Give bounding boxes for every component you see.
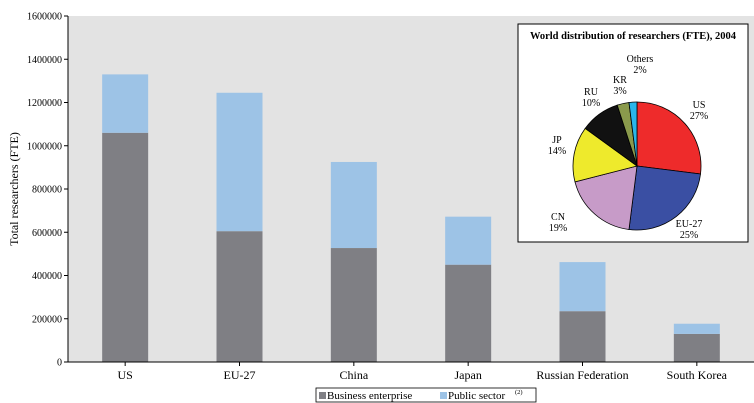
y-tick-label: 1600000 — [27, 12, 62, 23]
pie-label-us: US — [693, 100, 706, 111]
x-tick-label: EU-27 — [224, 368, 256, 382]
pie-label-others: Others — [627, 54, 654, 65]
pie-percent-ru: 10% — [582, 98, 600, 109]
pie-slice-cn — [574, 165, 638, 230]
y-tick-label: 1200000 — [27, 98, 62, 109]
pie-label-kr: KR — [613, 75, 627, 86]
legend-swatch-public — [440, 392, 447, 399]
bar-business-enterprise — [673, 333, 720, 362]
pie-percent-others: 2% — [633, 65, 646, 76]
bar-public-sector — [673, 323, 720, 334]
pie-label-eu-27: EU-27 — [676, 219, 703, 230]
legend-label-business: Business enterprise — [327, 390, 412, 402]
bar-business-enterprise — [102, 132, 149, 362]
x-tick-label: Japan — [455, 368, 482, 382]
x-labels: US EU-27 China Japan Russian Federation South… — [117, 362, 728, 382]
y-tick-label: 200000 — [32, 314, 62, 325]
pie-percent-eu-27: 25% — [680, 230, 698, 241]
pie-label-jp: JP — [552, 135, 562, 146]
x-tick-label: South Korea — [667, 368, 728, 382]
bar-business-enterprise — [445, 264, 492, 362]
bar-public-sector — [445, 216, 492, 265]
legend-label-public: Public sector — [448, 390, 505, 402]
pie-percent-cn: 19% — [549, 223, 567, 234]
legend-superscript-public: (2) — [515, 389, 523, 396]
pie-label-cn: CN — [551, 212, 565, 223]
bar-business-enterprise — [330, 248, 377, 362]
legend: Business enterprise Public sector (2) — [315, 387, 537, 403]
y-tick-label: 1000000 — [27, 141, 62, 152]
pie-percent-kr: 3% — [613, 86, 626, 97]
inset-pie-panel: World distribution of researchers (FTE),… — [517, 23, 749, 243]
bar-public-sector — [102, 74, 149, 133]
pie-slice-jp — [572, 127, 638, 183]
y-tick-label: 800000 — [32, 185, 62, 196]
y-tick-label: 600000 — [32, 228, 62, 239]
pie-percent-jp: 14% — [548, 146, 566, 157]
y-tick-label: 1400000 — [27, 55, 62, 66]
pie-label-ru: RU — [584, 87, 599, 98]
legend-box — [315, 387, 537, 403]
pie-slice-eu-27 — [628, 165, 701, 231]
y-ticks: 0 200000 400000 600000 800000 1000000 1200000 1… — [27, 12, 68, 369]
bar-public-sector — [330, 161, 377, 249]
bars — [102, 74, 720, 362]
legend-swatch-business — [319, 392, 326, 399]
pie-slice-others — [628, 101, 638, 167]
y-axis-label: Total researchers (FTE) — [7, 132, 21, 246]
y-tick-label: 0 — [57, 358, 62, 369]
bar-public-sector — [216, 92, 263, 232]
y-tick-label: 400000 — [32, 271, 62, 282]
bar-public-sector — [559, 262, 606, 312]
inset-title: World distribution of researchers (FTE),… — [530, 31, 737, 42]
pie-slice-us — [636, 101, 702, 175]
x-tick-label: US — [117, 368, 132, 382]
x-tick-label: Russian Federation — [536, 368, 628, 382]
x-tick-label: China — [339, 368, 368, 382]
bar-business-enterprise — [216, 231, 263, 362]
pie-percent-us: 27% — [690, 111, 708, 122]
bar-business-enterprise — [559, 311, 606, 362]
